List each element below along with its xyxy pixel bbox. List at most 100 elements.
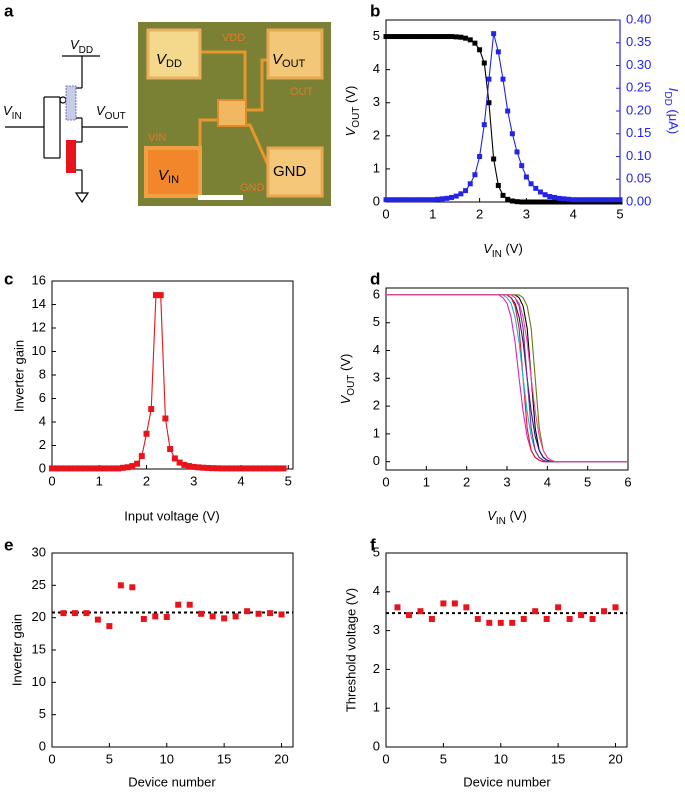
data-point: [420, 197, 426, 203]
data-point: [486, 100, 492, 106]
data-point: [543, 615, 550, 622]
data-point: [214, 465, 221, 472]
y2-tick-label: 0.30: [626, 57, 651, 72]
y-axis-label-part: V: [343, 126, 358, 136]
data-point: [181, 461, 188, 468]
y-tick-label: 1: [373, 425, 380, 440]
panel-label: b: [370, 1, 380, 20]
data-point: [129, 584, 136, 591]
data-point: [612, 604, 619, 611]
data-point: [578, 612, 585, 619]
y2-tick-label: 0.10: [626, 148, 651, 163]
data-point: [106, 623, 113, 630]
data-point: [148, 406, 155, 413]
x-axis-label-part: (V): [506, 508, 527, 523]
data-point: [186, 601, 193, 608]
data-point: [612, 197, 618, 203]
data-point: [256, 465, 263, 472]
label-part: V: [156, 51, 168, 68]
data-point: [425, 197, 431, 203]
y-axis-label-part: OUT: [351, 107, 362, 128]
data-line: [386, 294, 628, 463]
y-tick-label: 0: [39, 738, 46, 753]
x-tick-label: 2: [143, 473, 150, 488]
plot-frame: [385, 552, 628, 748]
label-part: OUT: [282, 58, 306, 70]
data-point: [105, 465, 112, 472]
data-point: [519, 163, 525, 169]
data-point: [242, 465, 249, 472]
y-tick-label: 16: [32, 272, 46, 287]
data-point: [406, 34, 412, 40]
data-point: [110, 465, 117, 472]
data-point: [537, 189, 543, 195]
data-point: [162, 415, 169, 422]
data-line: [386, 294, 628, 463]
data-point: [53, 465, 60, 472]
x-tick-label: 5: [106, 751, 113, 766]
data-point: [542, 192, 548, 198]
x-tick-label: 2: [476, 206, 483, 221]
data-point: [509, 198, 515, 204]
vout-label: VOUT: [96, 103, 126, 121]
data-point: [601, 608, 608, 615]
y-axis-label-part: (V): [343, 86, 358, 107]
data-point: [444, 34, 450, 40]
label-part: IN: [12, 111, 22, 122]
data-point: [551, 199, 557, 205]
x-tick-label: 4: [544, 474, 551, 489]
y-tick-label: 15: [32, 641, 46, 656]
data-line: [386, 294, 628, 463]
x-tick-label: 1: [96, 473, 103, 488]
data-point: [575, 197, 581, 203]
data-point: [200, 464, 207, 471]
data-point: [176, 459, 183, 466]
y-tick-label: 1: [373, 700, 380, 715]
y-tick-label: 4: [373, 583, 380, 598]
data-point: [190, 463, 197, 470]
panel-label: c: [4, 269, 13, 288]
y2-axis-label-part: I: [666, 88, 681, 92]
data-point: [556, 199, 562, 205]
data-point: [278, 611, 285, 618]
panel-label: a: [4, 1, 14, 20]
x-tick-label: 0: [382, 206, 389, 221]
data-point: [528, 181, 534, 187]
data-point: [486, 619, 493, 626]
y2-axis-label-part: (μA): [666, 106, 681, 134]
data-point: [71, 610, 78, 617]
y-tick-label: 5: [39, 706, 46, 721]
x-tick-label: 4: [570, 206, 577, 221]
x-axis-label-part: IN: [496, 516, 506, 527]
data-point: [134, 460, 141, 467]
data-point: [163, 614, 170, 621]
data-point: [138, 453, 145, 460]
y-tick-label: 0: [39, 460, 46, 475]
plot-frame: [385, 19, 621, 203]
x-tick-label: 3: [503, 474, 510, 489]
data-point: [589, 197, 595, 203]
y-tick-label: 4: [373, 61, 380, 76]
x-axis-label-part: IN: [492, 249, 502, 260]
data-line: [386, 294, 628, 463]
x-tick-label: 0: [48, 473, 55, 488]
x-axis-label: VIN (V): [483, 241, 523, 259]
data-point: [561, 196, 567, 202]
label-part: OUT: [105, 111, 126, 122]
data-point: [388, 197, 394, 203]
data-point: [532, 608, 539, 615]
pad-label: GND: [273, 163, 307, 180]
x-axis-label: Device number: [463, 774, 551, 789]
data-point: [280, 465, 287, 472]
y-tick-label: 1: [373, 160, 380, 175]
data-point: [271, 465, 278, 472]
data-point: [561, 199, 567, 205]
data-point: [570, 197, 576, 203]
data-point: [500, 76, 506, 82]
data-point: [49, 465, 55, 472]
data-point: [223, 465, 230, 472]
data-point: [397, 197, 403, 203]
label-part: V: [158, 167, 170, 184]
data-point: [244, 608, 251, 615]
